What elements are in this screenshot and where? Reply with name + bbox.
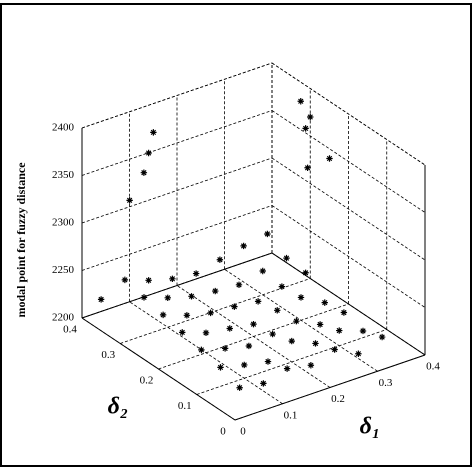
point (245, 342, 253, 350)
point (307, 113, 314, 121)
point (302, 125, 309, 132)
point (212, 287, 219, 295)
grid-line (158, 303, 349, 370)
point (293, 317, 300, 325)
x-tick-label: 0.1 (284, 409, 298, 421)
z-tick-label: 2300 (52, 217, 75, 229)
point (150, 129, 157, 136)
point (202, 329, 210, 336)
grid-line (271, 205, 426, 308)
point (145, 149, 152, 157)
grid-line (81, 205, 273, 271)
point (264, 358, 272, 365)
y-tick-label: 0.2 (140, 375, 154, 387)
x-tick-label: 0.4 (426, 361, 440, 373)
point (288, 337, 295, 345)
x-axis-label: δ₁ (360, 414, 381, 440)
grid-line (234, 354, 426, 421)
point (198, 346, 205, 354)
point (179, 329, 186, 336)
y-axis-label: δ₂ (108, 394, 129, 420)
y-tick-label: 0 (220, 426, 226, 438)
x-tick-label: 0 (240, 426, 246, 438)
grid-line (81, 157, 273, 224)
x-tick-label: 0.2 (331, 393, 345, 405)
point (240, 242, 247, 250)
z-tick-label: 2250 (52, 264, 75, 276)
grid-line (196, 329, 387, 395)
point (321, 299, 328, 306)
point (304, 164, 311, 171)
point (192, 270, 200, 277)
point (297, 294, 305, 301)
grid-line (271, 62, 426, 166)
point (164, 294, 171, 301)
point (326, 155, 333, 162)
point (355, 350, 362, 357)
point (236, 384, 243, 391)
point (250, 320, 257, 328)
point (336, 327, 343, 334)
point (217, 364, 224, 371)
point (264, 230, 271, 238)
frame (0, 3, 472, 467)
point (226, 325, 233, 332)
y-tick-label: 0.4 (63, 324, 77, 336)
point (235, 281, 243, 289)
point (269, 330, 276, 338)
point (259, 267, 266, 275)
point (241, 361, 248, 369)
grid-line (81, 252, 273, 319)
grid-line (271, 252, 426, 356)
point (302, 269, 309, 276)
point (159, 311, 167, 319)
point (283, 254, 290, 262)
point (297, 98, 304, 105)
point (283, 365, 291, 372)
point (254, 298, 262, 305)
z-tick-label: 2200 (52, 312, 75, 324)
point (145, 277, 152, 284)
z-tick-label: 2400 (52, 122, 75, 134)
grid-line (271, 110, 426, 213)
point (359, 327, 367, 335)
point (312, 340, 319, 347)
point (274, 307, 281, 314)
x-tick-label: 0.3 (379, 377, 393, 389)
z-tick-label: 2350 (52, 169, 75, 181)
grid-line (120, 278, 311, 344)
z-axis-label: modal point for fuzzy distance (14, 162, 28, 318)
point (231, 303, 238, 310)
point (378, 333, 386, 341)
point (140, 294, 148, 301)
point (260, 380, 267, 387)
point (340, 309, 348, 316)
grid-line (81, 62, 273, 129)
point (140, 169, 148, 176)
point (121, 276, 129, 284)
point (183, 312, 191, 319)
point (207, 309, 214, 317)
point (188, 293, 195, 300)
point (216, 256, 224, 263)
point (169, 275, 176, 283)
grid-line (271, 157, 426, 261)
y-tick-label: 0.1 (178, 400, 192, 412)
point (126, 197, 133, 204)
point (278, 283, 286, 290)
point (221, 345, 229, 352)
point (331, 346, 338, 353)
y-tick-label: 0.3 (101, 349, 115, 361)
grid-line (81, 110, 273, 176)
point (316, 321, 324, 328)
point (97, 296, 105, 303)
point (307, 362, 315, 369)
